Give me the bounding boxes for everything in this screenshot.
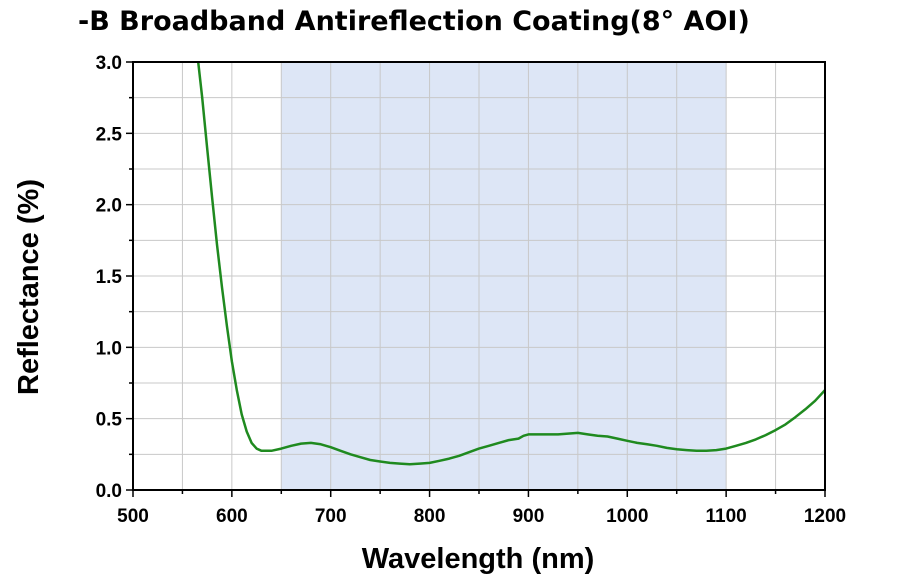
x-tick-label: 600 [216, 506, 248, 527]
x-tick-labels: 500 600 700 800 900 1000 1100 1200 [117, 506, 846, 527]
axis-ticks [126, 61, 826, 497]
y-tick-label: 0.5 [96, 410, 123, 431]
grid [133, 62, 825, 490]
y-tick-label: 1.0 [96, 338, 122, 359]
x-tick-label: 1200 [804, 506, 846, 527]
x-tick-label: 1100 [706, 506, 747, 527]
series-layer [196, 61, 826, 466]
y-tick-label: 1.5 [96, 267, 123, 288]
y-tick-labels: 0.0 0.5 1.0 1.5 2.0 2.5 3.0 [96, 53, 123, 502]
x-tick-label: 1000 [606, 506, 648, 527]
y-tick-label: 2.0 [96, 196, 122, 217]
x-tick-label: 700 [315, 506, 347, 527]
x-tick-label: 900 [513, 506, 545, 527]
series-line-0 [196, 61, 826, 466]
y-axis-title: Reflectance (%) [13, 179, 45, 395]
x-tick-label: 800 [414, 506, 446, 527]
y-tick-label: 3.0 [96, 53, 122, 74]
chart-title: -B Broadband Antireflection Coating(8° A… [78, 6, 750, 37]
x-tick-label: 500 [117, 506, 149, 527]
y-tick-label: 0.0 [96, 481, 122, 502]
y-tick-label: 2.5 [96, 124, 123, 145]
x-axis-title: Wavelength (nm) [362, 543, 595, 575]
